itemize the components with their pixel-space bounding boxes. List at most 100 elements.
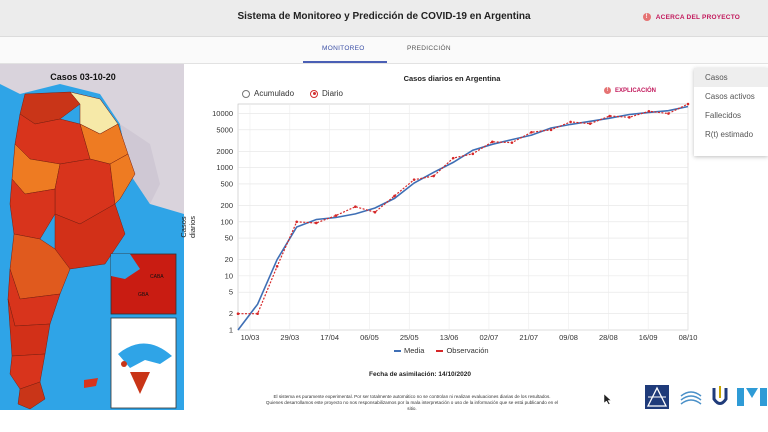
- ministry-logo-icon: [737, 388, 767, 406]
- argentina-map[interactable]: CABA GBA: [0, 64, 184, 410]
- institution-logos: [640, 384, 768, 412]
- observacion-point: [686, 102, 690, 106]
- mouse-cursor-icon: [604, 394, 612, 405]
- observacion-point: [667, 112, 670, 115]
- x-tick-label: 28/08: [599, 333, 618, 342]
- y-tick-label: 2000: [216, 147, 233, 156]
- disclaimer-line: Quienes desarrollamos este proyecto no n…: [265, 400, 559, 405]
- x-tick-label: 16/09: [639, 333, 658, 342]
- y-axis-label: Casos diarios: [179, 215, 197, 239]
- observacion-point: [491, 140, 494, 144]
- app-header: Sistema de Monitoreo y Predicción de COV…: [0, 0, 768, 37]
- info-icon: !: [604, 87, 611, 94]
- y-tick-label: 20: [225, 255, 233, 264]
- dropdown-item-fallecidos[interactable]: Fallecidos: [705, 111, 742, 120]
- observacion-point: [451, 156, 455, 160]
- legend-item-observacion[interactable]: Observación: [436, 346, 489, 355]
- legend-item-media[interactable]: Media: [394, 346, 424, 355]
- map-title: Casos 03-10-20: [50, 72, 116, 82]
- disclaimer-line: sitio.: [407, 406, 417, 411]
- info-icon: !: [642, 13, 651, 21]
- observacion-point: [393, 194, 396, 198]
- disclaimer-text: El sistema es puramente experimental. Po…: [232, 394, 592, 412]
- chart-legend: Media Observación: [394, 346, 489, 355]
- legend-label-media: Media: [404, 346, 425, 355]
- series-line-observacion: [238, 103, 689, 315]
- observacion-point: [256, 312, 259, 316]
- observacion-point: [510, 141, 514, 144]
- tab-monitoreo[interactable]: MONITOREO: [322, 45, 365, 52]
- university-logo-icon: [645, 385, 669, 409]
- y-tick-label: 100: [220, 217, 233, 226]
- y-tick-label: 1: [229, 326, 233, 335]
- y-tick-label: 500: [220, 179, 233, 188]
- map-panel[interactable]: CABA GBA: [0, 64, 184, 410]
- y-tick-label: 2: [229, 309, 233, 318]
- observacion-point: [569, 120, 572, 124]
- y-tick-label: 5000: [216, 125, 233, 134]
- observacion-point: [236, 312, 240, 316]
- y-tick-label: 200: [220, 201, 233, 210]
- radio-diario[interactable]: Diario: [310, 89, 343, 98]
- x-tick-label: 29/03: [280, 333, 299, 342]
- x-tick-label: 10/03: [241, 333, 260, 342]
- inset-label-caba: CABA: [150, 274, 164, 280]
- radio-circle-icon: [310, 89, 319, 98]
- dropdown-item-casos[interactable]: Casos: [694, 68, 768, 87]
- mode-radio-group: Acumulado Diario: [242, 89, 343, 98]
- chart-title: Casos diarios en Argentina: [403, 74, 501, 83]
- legend-label-observacion: Observación: [446, 346, 489, 355]
- legend-swatch: [436, 349, 444, 352]
- radio-circle-icon: [242, 89, 250, 98]
- variable-dropdown[interactable]: Casos Casos activos Fallecidos R(t) esti…: [694, 68, 768, 156]
- y-tick-label: 1000: [216, 163, 233, 172]
- x-tick-label: 06/05: [360, 333, 379, 342]
- uba-logo-icon: [712, 386, 728, 405]
- observacion-point: [471, 152, 475, 156]
- observacion-point: [295, 220, 298, 224]
- radio-diario-label: Diario: [322, 89, 343, 98]
- observacion-point: [275, 265, 279, 268]
- dropdown-item-rt[interactable]: R(t) estimado: [705, 130, 754, 139]
- explain-label: EXPLICACIÓN: [615, 87, 657, 94]
- observacion-point: [608, 114, 612, 118]
- x-tick-label: 13/06: [440, 333, 459, 342]
- x-tick-label: 21/07: [519, 333, 538, 342]
- y-tick-label: 10: [225, 271, 233, 280]
- about-project-label: ACERCA DEL PROYECTO: [655, 13, 740, 21]
- y-tick-label: 10000: [212, 109, 233, 118]
- about-project-link[interactable]: ! ACERCA DEL PROYECTO: [642, 13, 740, 21]
- inset-label-gba: GBA: [138, 292, 149, 298]
- explain-link[interactable]: ! EXPLICACIÓN: [604, 87, 656, 94]
- conicet-logo-icon: [680, 391, 702, 405]
- x-tick-label: 08/10: [679, 333, 698, 342]
- tab-prediccion[interactable]: PREDICCIÓN: [407, 45, 451, 52]
- observacion-point: [628, 116, 631, 119]
- y-tick-label: 50: [225, 234, 233, 243]
- disclaimer-line: El sistema es puramente experimental. Po…: [273, 394, 551, 399]
- y-tick-label: 5: [229, 288, 233, 297]
- x-tick-label: 02/07: [480, 333, 499, 342]
- radio-acumulado-label: Acumulado: [254, 89, 295, 98]
- legend-swatch: [394, 349, 401, 352]
- observacion-point: [432, 174, 435, 178]
- observacion-point: [334, 214, 338, 217]
- observacion-point: [314, 221, 318, 225]
- plot-area: [237, 103, 689, 331]
- simulation-date: Fecha de asimilación: 14/10/2020: [369, 371, 471, 378]
- observacion-point: [530, 130, 533, 134]
- app-title: Sistema de Monitoreo y Predicción de COV…: [237, 11, 531, 22]
- observacion-point: [354, 205, 357, 208]
- observacion-point: [373, 210, 377, 214]
- active-tab-indicator: [303, 61, 387, 63]
- observacion-point: [647, 109, 651, 113]
- x-tick-label: 17/04: [320, 333, 339, 342]
- observacion-point: [412, 178, 416, 181]
- x-tick-label: 25/05: [400, 333, 419, 342]
- observacion-point: [549, 128, 553, 132]
- tab-bar: MONITOREO PREDICCIÓN: [0, 37, 768, 64]
- dropdown-item-casos-activos[interactable]: Casos activos: [705, 92, 755, 101]
- radio-acumulado[interactable]: Acumulado: [242, 89, 294, 98]
- observacion-point: [588, 122, 592, 125]
